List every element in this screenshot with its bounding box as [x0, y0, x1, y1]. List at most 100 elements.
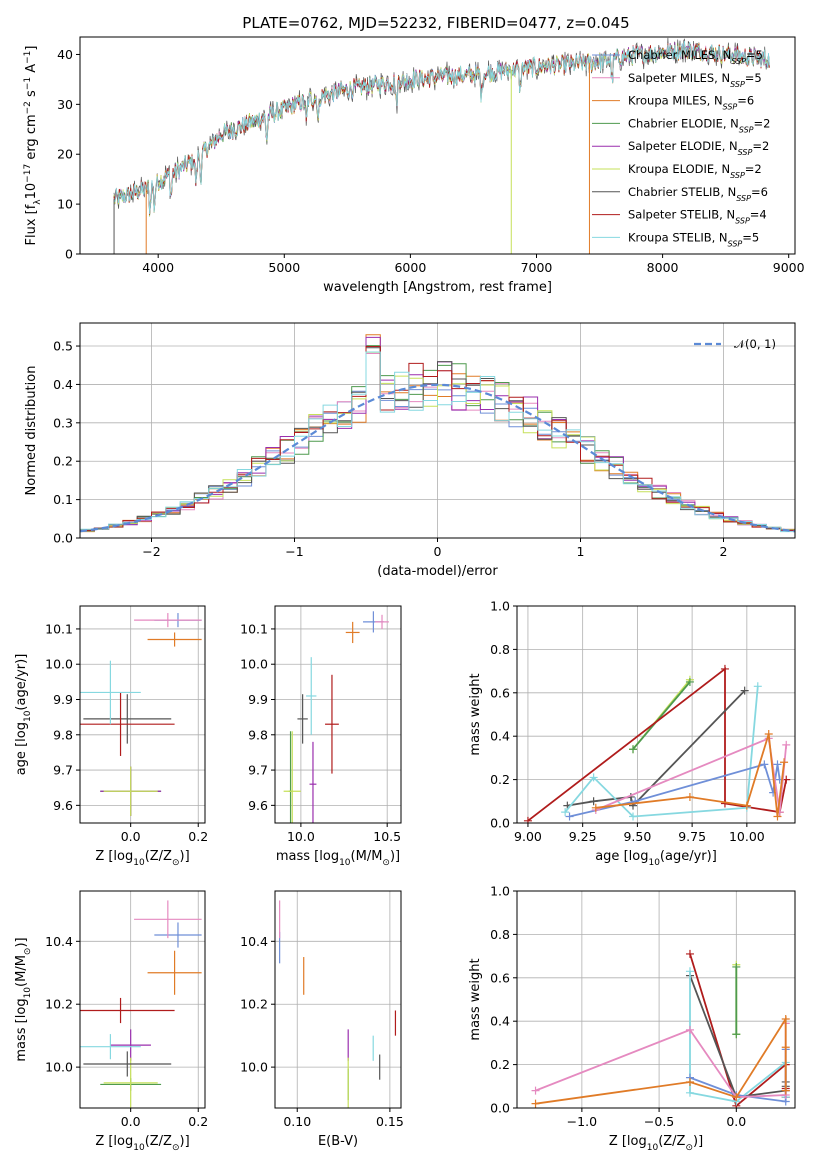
- x-tick-label: 10.5: [373, 829, 401, 844]
- plot-area: [80, 900, 202, 1108]
- x-tick-label: −1.0: [567, 1114, 597, 1129]
- spectrum-line-kroupa-stelib: [113, 40, 770, 215]
- x-tick-label: 10.00: [729, 829, 765, 844]
- x-tick-label: 1: [577, 544, 585, 559]
- weight-marker-kroupa-miles: [742, 801, 751, 810]
- weight-marker-kroupa-miles: [531, 1099, 540, 1108]
- legend-label-salpeter-stelib: Salpeter STELIB, NSSP=4: [628, 208, 767, 226]
- weight-marker-kroupa-miles: [591, 803, 600, 812]
- x-tick-label: 5000: [268, 260, 300, 275]
- panel-residuals: −2 −1 0 1 2 0.0 0.1 0.2 0.3 0.4 0.5 (data-model)/er…: [24, 322, 796, 579]
- y-tick-label: 40: [57, 47, 73, 62]
- plot-area: [531, 949, 790, 1108]
- x-tick-label: −1: [285, 544, 303, 559]
- weight-marker-salpeter-stelib: [720, 664, 729, 673]
- y-axis-label: mass [log10(M/M⊙)]: [14, 937, 33, 1061]
- legend-label-kroupa-stelib: Kroupa STELIB, NSSP=5: [628, 230, 759, 248]
- weight-line-kroupa-miles: [595, 733, 785, 817]
- x-axis-label: Z [log10(Z/Z⊙)]: [95, 849, 189, 868]
- weight-marker-chabrier-elodie: [732, 962, 741, 971]
- x-tick-label: 0.2: [188, 1114, 208, 1129]
- y-tick-label: 0.2: [53, 454, 73, 469]
- x-axis-label: Z [log10(Z/Z⊙)]: [95, 1134, 189, 1153]
- y-tick-label: 9.9: [53, 692, 73, 707]
- y-tick-label: 9.6: [53, 798, 73, 813]
- x-tick-label: 9.25: [569, 829, 597, 844]
- y-tick-label: 10.2: [240, 997, 268, 1012]
- normal-reference-curve: [80, 383, 795, 533]
- y-tick-label: 0.8: [490, 642, 510, 657]
- weight-marker-kroupa-stelib: [685, 967, 694, 976]
- x-tick-label: 9000: [773, 260, 805, 275]
- y-axis-label: Flux [fλ10−17 erg cm−2 s−1 A−1]: [23, 46, 43, 246]
- y-tick-label: 10.0: [45, 1060, 73, 1075]
- axes-frame: [274, 605, 402, 824]
- legend-label-salpeter-elodie: Salpeter ELODIE, NSSP=2: [628, 139, 769, 157]
- y-tick-label: 0.4: [490, 729, 510, 744]
- y-tick-label: 10.1: [240, 621, 268, 636]
- y-tick-label: 0.0: [53, 531, 73, 546]
- legend-label-salpeter-miles: Salpeter MILES, NSSP=5: [628, 71, 762, 89]
- weight-line-salpeter-miles: [595, 737, 788, 813]
- weight-marker-kroupa-stelib: [685, 1088, 694, 1097]
- weight-marker-salpeter-miles: [685, 1025, 694, 1034]
- x-tick-label: 0.15: [376, 1114, 404, 1129]
- legend-label-chabrier-miles: Chabrier MILES, NSSP=5: [628, 48, 763, 66]
- x-tick-label: 8000: [647, 260, 679, 275]
- y-tick-label: 10.1: [45, 621, 73, 636]
- x-tick-label: 0.0: [726, 1114, 746, 1129]
- legend-label-kroupa-elodie: Kroupa ELODIE, NSSP=2: [628, 162, 762, 180]
- x-tick-label: 9.75: [678, 829, 706, 844]
- weight-marker-salpeter-miles: [782, 740, 791, 749]
- weight-marker-chabrier-elodie: [732, 1030, 741, 1039]
- axes-frame: [516, 605, 796, 824]
- axes-frame: [274, 890, 402, 1109]
- weight-marker-chabrier-miles: [565, 812, 574, 821]
- x-axis-label: E(B-V): [318, 1134, 358, 1149]
- axes-frame: [516, 890, 796, 1109]
- weight-marker-kroupa-stelib: [589, 773, 598, 782]
- weight-line-chabrier-elodie: [632, 681, 691, 750]
- y-tick-label: 9.6: [248, 798, 268, 813]
- weight-line-kroupa-stelib: [689, 971, 787, 1103]
- y-axis-label: Normed distribution: [24, 366, 39, 496]
- axes-frame: [79, 890, 206, 1109]
- x-tick-label: 4000: [142, 260, 174, 275]
- panel-age_vs_mass: 10.0 10.5 9.6 9.7 9.8 9.9 10.0 10.1 mass [log10(…: [240, 605, 402, 868]
- weight-marker-salpeter-stelib: [523, 816, 532, 823]
- y-tick-label: 0.1: [53, 492, 73, 507]
- weight-line-chabrier-stelib: [689, 975, 787, 1099]
- plot-area: [283, 611, 389, 823]
- plot-area: [80, 334, 795, 538]
- y-axis-label: mass weight: [468, 958, 483, 1040]
- figure-title: PLATE=0762, MJD=52232, FIBERID=0477, z=0…: [242, 14, 629, 32]
- weight-marker-kroupa-miles: [685, 792, 694, 801]
- x-tick-label: 2: [720, 544, 728, 559]
- weight-marker-chabrier-elodie: [629, 745, 638, 754]
- x-axis-label: wavelength [Angstrom, rest frame]: [323, 280, 552, 295]
- y-tick-label: 9.7: [248, 763, 268, 778]
- legend: Chabrier MILES, NSSP=5 Salpeter MILES, NS…: [592, 48, 770, 248]
- y-tick-label: 9.9: [248, 692, 268, 707]
- panel-mass_vs_Z: 0.0 0.2 10.0 10.2 10.4 Z [log10(Z/Z⊙)] mass [l…: [14, 890, 208, 1153]
- y-tick-label: 10.4: [240, 934, 268, 949]
- y-tick-label: 9.8: [53, 727, 73, 742]
- weight-line-kroupa-miles: [535, 1015, 787, 1105]
- y-tick-label: 0.3: [53, 415, 73, 430]
- histogram-salpeter-stelib: [80, 346, 795, 538]
- x-tick-label: 10.0: [287, 829, 315, 844]
- panel-weight_vs_age: 9.00 9.25 9.50 9.75 10.00 0.0 0.2 0.4 0.6 0.8 1.0 a…: [468, 599, 796, 868]
- x-tick-label: 0.2: [188, 829, 208, 844]
- y-tick-label: 0: [65, 247, 73, 262]
- y-tick-label: 10.0: [240, 657, 268, 672]
- y-tick-label: 0.8: [490, 927, 510, 942]
- weight-line-chabrier-stelib: [567, 689, 746, 808]
- y-tick-label: 10.2: [45, 997, 73, 1012]
- x-tick-label: 0.10: [283, 1114, 311, 1129]
- weight-marker-chabrier-miles: [760, 760, 769, 769]
- axes-frame: [79, 36, 796, 255]
- axes-frame: [79, 605, 206, 824]
- weight-marker-kroupa-miles: [764, 730, 773, 739]
- y-tick-label: 10.0: [240, 1060, 268, 1075]
- y-tick-label: 0.2: [490, 772, 510, 787]
